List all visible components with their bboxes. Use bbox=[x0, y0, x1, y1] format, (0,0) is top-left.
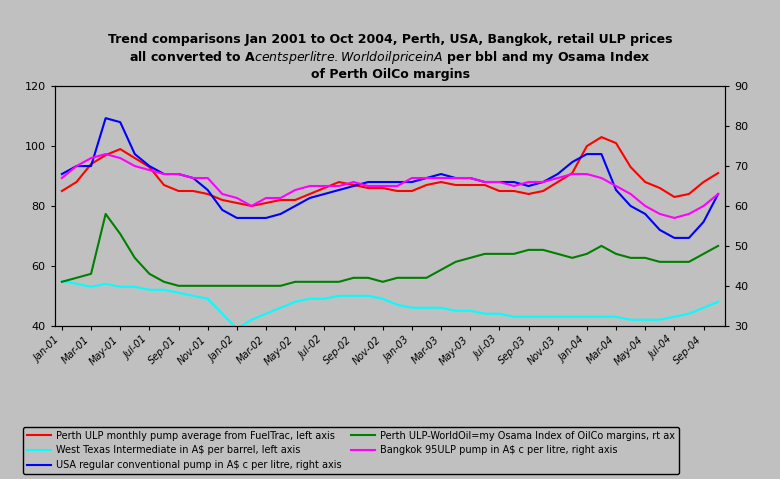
Legend: Perth ULP monthly pump average from FuelTrac, left axis, West Texas Intermediate: Perth ULP monthly pump average from Fuel… bbox=[23, 427, 679, 474]
Title: Trend comparisons Jan 2001 to Oct 2004, Perth, USA, Bangkok, retail ULP prices
a: Trend comparisons Jan 2001 to Oct 2004, … bbox=[108, 34, 672, 81]
